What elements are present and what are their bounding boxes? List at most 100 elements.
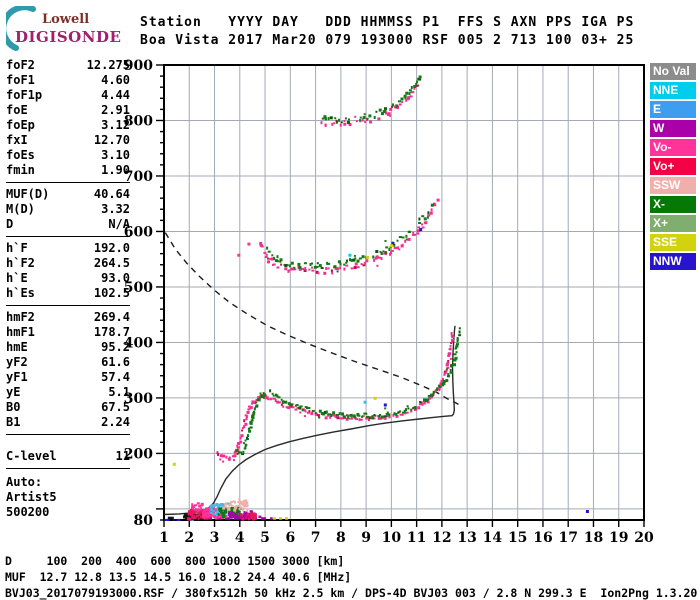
param-label: h`F — [6, 241, 28, 255]
echo-point — [232, 500, 236, 503]
echo-point — [373, 414, 376, 417]
echo-point — [396, 239, 399, 242]
echo-point — [333, 414, 337, 417]
echo-point — [270, 257, 274, 261]
echo-point — [235, 509, 239, 512]
echo-point — [188, 516, 192, 519]
echo-point — [323, 410, 327, 414]
param-row: fxI 12.70 — [6, 133, 130, 148]
echo-point — [292, 267, 295, 271]
echo-point — [237, 501, 241, 504]
echo-point — [251, 418, 254, 421]
x-axis-label: 4 — [235, 530, 245, 546]
echo-point — [225, 455, 228, 459]
echo-point — [222, 503, 225, 507]
echo-point — [218, 507, 222, 511]
echo-point — [186, 514, 189, 518]
echo-point — [418, 78, 422, 81]
echo-point — [397, 411, 400, 414]
param-label: D — [6, 217, 14, 231]
echo-point — [363, 261, 366, 265]
echo-point — [264, 393, 266, 397]
echo-point — [293, 266, 296, 269]
echo-point — [359, 116, 362, 119]
echo-point — [214, 508, 218, 512]
echo-point — [235, 515, 238, 518]
x-axis-label: 14 — [483, 530, 503, 546]
echo-point — [277, 260, 280, 263]
echo-point — [453, 353, 457, 356]
echo-point — [405, 408, 407, 412]
echo-point — [216, 515, 219, 518]
echo-point — [252, 516, 256, 520]
param-label: C-level — [6, 449, 57, 463]
param-label: yE — [6, 385, 21, 399]
echo-point — [386, 411, 389, 414]
echo-point — [356, 413, 360, 416]
echo-point — [265, 396, 269, 400]
echo-point — [445, 368, 448, 371]
echo-point — [442, 382, 446, 385]
echo-point — [273, 517, 277, 520]
echo-point — [382, 250, 385, 253]
echo-point — [394, 246, 398, 249]
echo-point — [316, 262, 319, 265]
echo-point — [301, 408, 304, 411]
autoscaling-info-line: Auto: — [6, 475, 43, 489]
echo-point — [276, 400, 280, 404]
echo-point — [262, 395, 265, 398]
echo-point — [284, 400, 288, 404]
echo-point — [382, 110, 386, 114]
echo-point — [416, 80, 419, 84]
echo-point — [320, 267, 324, 269]
echo-point — [375, 255, 379, 259]
echo-point — [322, 412, 326, 416]
echo-point — [330, 414, 333, 417]
panel-separator — [6, 182, 130, 183]
echo-point — [377, 416, 381, 420]
echo-point — [194, 508, 197, 511]
echo-point — [230, 500, 233, 503]
echo-point — [198, 513, 201, 517]
echo-point — [222, 515, 226, 518]
echo-point — [438, 388, 441, 392]
echo-point — [317, 414, 320, 418]
echo-point — [345, 261, 348, 264]
echo-point — [276, 255, 279, 259]
echo-point — [397, 106, 399, 110]
param-row: hmE 95.2 — [6, 340, 130, 355]
echo-point — [299, 405, 303, 408]
echo-point — [348, 118, 350, 121]
echo-point — [423, 401, 426, 405]
echo-point — [244, 502, 248, 505]
echo-point — [398, 236, 402, 238]
x-axis-label: 11 — [407, 530, 426, 546]
echo-point — [405, 411, 409, 414]
echo-point — [401, 101, 404, 104]
param-label: yF1 — [6, 370, 28, 384]
echo-point — [200, 503, 203, 507]
param-value: 4.60 — [101, 73, 130, 87]
echo-point — [234, 506, 237, 510]
echo-point — [358, 418, 361, 422]
echo-point — [248, 517, 250, 521]
echo-point — [371, 416, 375, 420]
echo-point — [244, 422, 248, 426]
echo-point — [218, 503, 222, 506]
echo-point — [335, 120, 338, 124]
logo-lowell-text: Lowell — [42, 12, 90, 27]
echo-point — [445, 369, 448, 373]
echo-point — [366, 255, 370, 259]
param-row: foF1 4.60 — [6, 73, 130, 88]
echo-point — [220, 511, 222, 514]
x-axis-label: 9 — [361, 530, 371, 546]
echo-point — [323, 271, 327, 275]
echo-point — [398, 248, 401, 251]
echo-point — [280, 263, 283, 266]
echo-point — [354, 257, 357, 260]
echo-point — [426, 216, 429, 219]
echo-point — [452, 359, 454, 362]
param-row: fmin 1.90 — [6, 163, 130, 178]
echo-point — [417, 226, 421, 229]
echo-point — [243, 442, 246, 445]
